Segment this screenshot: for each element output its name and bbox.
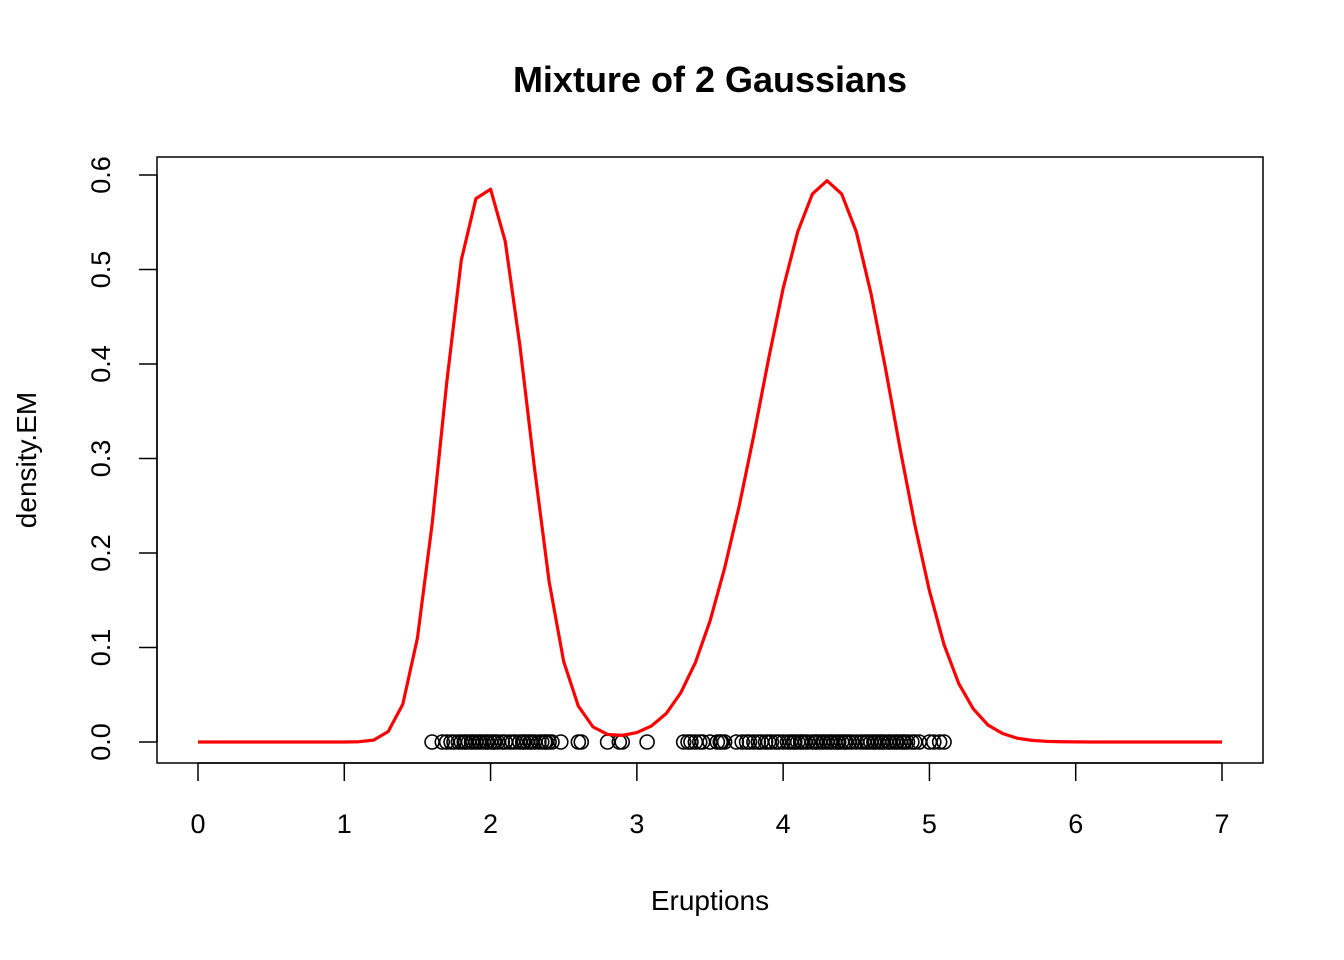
density-curve-group xyxy=(198,179,1222,744)
x-tick-label: 6 xyxy=(1068,809,1083,839)
data-point xyxy=(434,734,451,750)
data-point xyxy=(570,734,587,750)
data-point xyxy=(936,734,952,750)
y-tick-label: 0.4 xyxy=(86,345,116,383)
x-tick-label: 1 xyxy=(337,809,352,839)
data-point xyxy=(899,734,916,750)
data-point xyxy=(614,734,631,750)
x-tick-label: 4 xyxy=(776,809,791,839)
data-point xyxy=(734,734,750,750)
plot-frame xyxy=(156,156,1264,764)
chart-title: Mixture of 2 Gaussians xyxy=(513,59,907,100)
y-tick-label: 0.3 xyxy=(86,440,116,478)
y-axis-label: density.EM xyxy=(11,392,42,528)
observation-points xyxy=(424,734,952,750)
x-tick-label: 3 xyxy=(629,809,644,839)
x-tick-label: 0 xyxy=(190,809,205,839)
y-axis: 0.0 0.1 0.2 0.3 0.4 0.5 0.6 xyxy=(86,156,158,761)
data-point xyxy=(639,734,655,750)
data-point xyxy=(926,734,942,750)
x-axis-label: Eruptions xyxy=(651,885,769,916)
density-curve xyxy=(198,179,1222,744)
y-tick-label: 0.1 xyxy=(86,629,116,667)
data-point xyxy=(716,734,733,750)
y-tick-label: 0.6 xyxy=(86,156,116,194)
data-point xyxy=(683,734,699,750)
x-axis: 0 1 2 3 4 5 6 7 xyxy=(190,762,1230,839)
data-point xyxy=(544,734,560,750)
x-tick-label: 7 xyxy=(1214,809,1229,839)
y-tick-label: 0.5 xyxy=(86,251,116,289)
data-point xyxy=(763,734,780,750)
y-tick-label: 0.0 xyxy=(86,723,116,761)
data-point xyxy=(741,734,758,750)
data-point xyxy=(728,734,745,750)
y-tick-label: 0.2 xyxy=(86,534,116,572)
data-point xyxy=(573,734,590,750)
x-tick-label: 2 xyxy=(483,809,498,839)
data-point xyxy=(552,734,569,750)
data-point xyxy=(675,734,692,750)
data-point xyxy=(931,734,948,750)
x-tick-label: 5 xyxy=(922,809,937,839)
